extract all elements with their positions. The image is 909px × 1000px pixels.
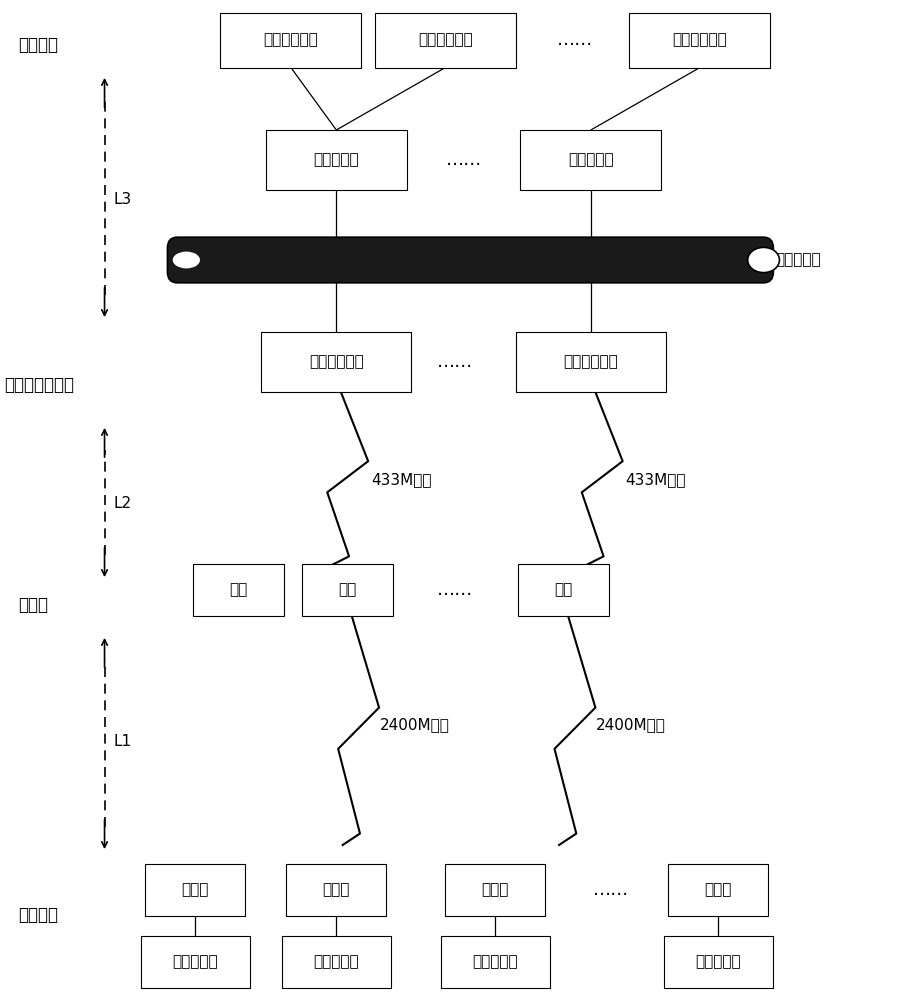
FancyBboxPatch shape	[375, 12, 515, 68]
Text: 太阳能控制器: 太阳能控制器	[309, 355, 364, 369]
Text: 服务器层: 服务器层	[18, 36, 58, 54]
Text: 电站本地网: 电站本地网	[775, 252, 821, 267]
Text: 电站交换机: 电站交换机	[568, 152, 614, 167]
Text: 网关: 网关	[554, 582, 573, 597]
FancyBboxPatch shape	[286, 864, 386, 916]
Text: 接线盒: 接线盒	[704, 882, 732, 898]
Text: 网关层: 网关层	[18, 596, 48, 614]
Text: ……: ……	[437, 353, 474, 371]
Text: 网关: 网关	[229, 582, 247, 597]
FancyBboxPatch shape	[441, 936, 550, 988]
Text: 太阳能服务器: 太阳能服务器	[264, 32, 318, 47]
FancyBboxPatch shape	[302, 564, 393, 616]
Text: L2: L2	[114, 495, 132, 510]
Text: 网关: 网关	[338, 582, 356, 597]
Text: 太阳能组件: 太阳能组件	[314, 954, 359, 970]
Text: 电站交换机: 电站交换机	[314, 152, 359, 167]
Text: ……: ……	[437, 581, 474, 599]
Text: 接线盒: 接线盒	[482, 882, 509, 898]
FancyBboxPatch shape	[262, 332, 411, 392]
Ellipse shape	[747, 247, 779, 273]
FancyBboxPatch shape	[193, 564, 284, 616]
Text: 太阳能组件: 太阳能组件	[695, 954, 741, 970]
FancyBboxPatch shape	[141, 936, 250, 988]
FancyBboxPatch shape	[167, 237, 774, 283]
Text: 太阳能服务器: 太阳能服务器	[418, 32, 473, 47]
FancyBboxPatch shape	[145, 864, 245, 916]
Ellipse shape	[173, 252, 200, 268]
Text: ……: ……	[557, 31, 594, 49]
FancyBboxPatch shape	[265, 130, 407, 190]
FancyBboxPatch shape	[445, 864, 545, 916]
FancyBboxPatch shape	[520, 130, 661, 190]
Text: 太阳能控制器层: 太阳能控制器层	[5, 376, 75, 394]
Text: 2400M频段: 2400M频段	[596, 718, 666, 732]
Text: L1: L1	[114, 734, 132, 750]
FancyBboxPatch shape	[668, 864, 768, 916]
Text: 接线盒层: 接线盒层	[18, 906, 58, 924]
Text: 太阳能组件: 太阳能组件	[473, 954, 518, 970]
Text: 太阳能服务器: 太阳能服务器	[673, 32, 727, 47]
FancyBboxPatch shape	[629, 12, 771, 68]
FancyBboxPatch shape	[664, 936, 773, 988]
Text: ……: ……	[593, 881, 629, 899]
Text: 接线盒: 接线盒	[323, 882, 350, 898]
FancyBboxPatch shape	[282, 936, 391, 988]
Text: 太阳能组件: 太阳能组件	[173, 954, 218, 970]
FancyBboxPatch shape	[515, 332, 665, 392]
Text: L3: L3	[114, 192, 132, 208]
FancyBboxPatch shape	[220, 12, 361, 68]
Text: 太阳能控制器: 太阳能控制器	[564, 355, 618, 369]
Text: 接线盒: 接线盒	[182, 882, 209, 898]
FancyBboxPatch shape	[518, 564, 609, 616]
Text: ……: ……	[445, 151, 482, 169]
Text: 433M频段: 433M频段	[371, 473, 432, 488]
Text: 2400M频段: 2400M频段	[380, 718, 450, 732]
Text: 433M频段: 433M频段	[625, 473, 686, 488]
